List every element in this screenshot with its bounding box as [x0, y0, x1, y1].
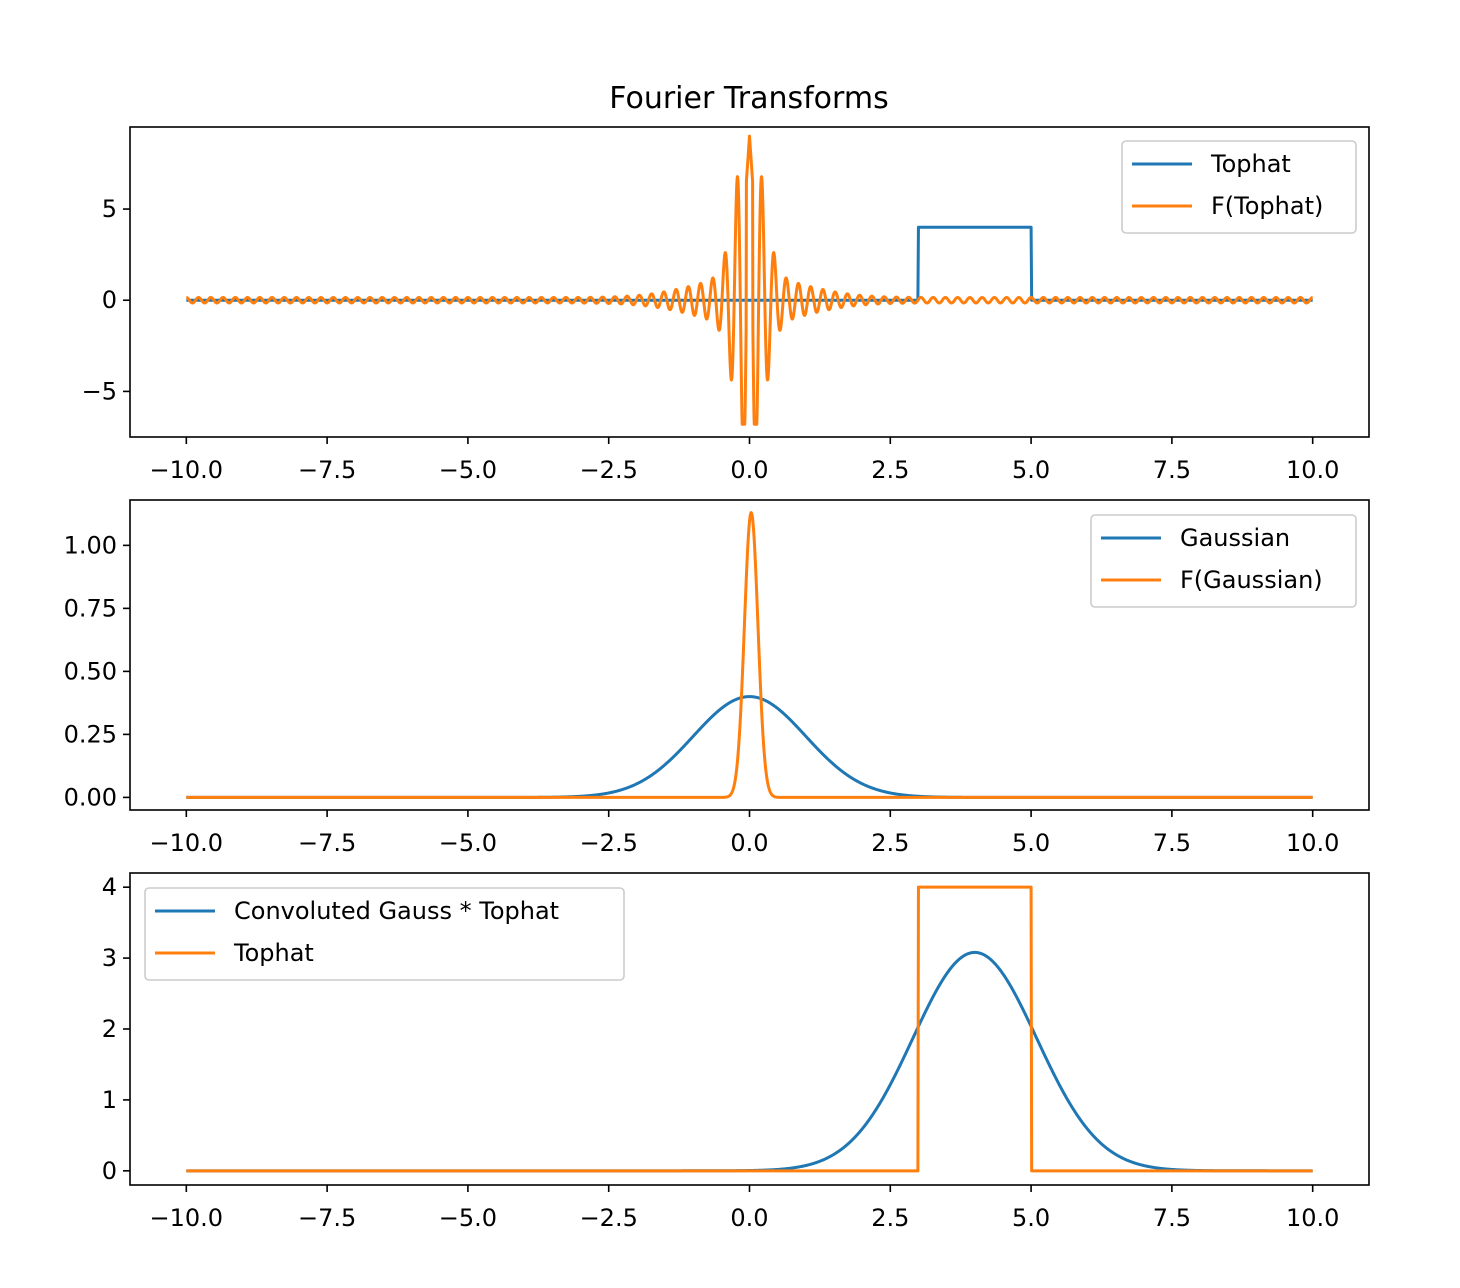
chart-title: Fourier Transforms: [609, 81, 888, 116]
y-tick-label: 0: [102, 1157, 117, 1185]
subplot-1: −10.0 −7.5 −5.0 −2.5 0.0 2.5 5.0 7.5 10.0 −5 0 5 Top…: [82, 126, 1370, 484]
y-tick-label: 0.50: [64, 657, 117, 685]
y-tick-label: 0.25: [64, 720, 117, 748]
subplot-3: −10.0 −7.5 −5.0 −2.5 0.0 2.5 5.0 7.5 10.0 0 1 2 3 4 Co…: [102, 872, 1370, 1232]
series-line-f-tophat: [185, 134, 1314, 426]
legend-label: Convoluted Gauss * Tophat: [234, 897, 559, 925]
x-tick-label: 2.5: [871, 456, 909, 484]
x-tick-label: 0.0: [730, 829, 768, 857]
legend-frame: [144, 887, 625, 981]
x-tick-label: −7.5: [298, 456, 356, 484]
series-line-f-gaussian: [185, 511, 1314, 799]
x-tick-label: 5.0: [1012, 456, 1050, 484]
x-tick-label: −5.0: [439, 456, 497, 484]
x-tick-label: 2.5: [871, 1204, 909, 1232]
legend-label: Tophat: [1210, 150, 1291, 178]
y-tick-label: 0.75: [64, 594, 117, 622]
x-tick-label: −2.5: [580, 456, 638, 484]
y-tick-label: 0: [102, 286, 117, 314]
series-line-tophat: [186, 885, 1313, 1173]
y-tick-label: 5: [102, 195, 117, 223]
x-tick-label: 10.0: [1286, 1204, 1339, 1232]
x-tick-label: −2.5: [580, 829, 638, 857]
y-tick-label: 4: [102, 873, 117, 901]
x-tick-label: −10.0: [150, 456, 224, 484]
legend-label: Tophat: [233, 939, 314, 967]
x-tick-label: 5.0: [1012, 829, 1050, 857]
x-tick-label: 7.5: [1153, 456, 1191, 484]
legend-label: Gaussian: [1180, 524, 1290, 552]
legend: Tophat F(Tophat): [1121, 140, 1357, 234]
x-tick-label: 7.5: [1153, 1204, 1191, 1232]
x-tick-label: −5.0: [439, 1204, 497, 1232]
x-tick-label: 7.5: [1153, 829, 1191, 857]
y-tick-label: 1.00: [64, 531, 117, 559]
x-tick-label: −10.0: [150, 829, 224, 857]
x-tick-label: −7.5: [298, 829, 356, 857]
x-tick-label: 5.0: [1012, 1204, 1050, 1232]
legend: Convoluted Gauss * Tophat Tophat: [144, 887, 625, 981]
x-tick-label: 2.5: [871, 829, 909, 857]
x-tick-label: 0.0: [730, 1204, 768, 1232]
legend: Gaussian F(Gaussian): [1090, 514, 1357, 608]
legend-label: F(Tophat): [1211, 192, 1323, 220]
x-tick-label: 0.0: [730, 456, 768, 484]
y-tick-label: 1: [102, 1086, 117, 1114]
y-tick-label: 0.00: [64, 783, 117, 811]
x-tick-label: −10.0: [150, 1204, 224, 1232]
y-tick-label: 2: [102, 1015, 117, 1043]
x-tick-label: −5.0: [439, 829, 497, 857]
x-tick-label: −2.5: [580, 1204, 638, 1232]
x-tick-label: −7.5: [298, 1204, 356, 1232]
x-tick-label: 10.0: [1286, 829, 1339, 857]
x-tick-label: 10.0: [1286, 456, 1339, 484]
y-tick-label: 3: [102, 944, 117, 972]
y-tick-label: −5: [82, 377, 117, 405]
subplot-2: −10.0 −7.5 −5.0 −2.5 0.0 2.5 5.0 7.5 10.0 0.00 0.2…: [64, 499, 1370, 857]
axes-container: −10.0 −7.5 −5.0 −2.5 0.0 2.5 5.0 7.5 10.0−505Top…: [64, 126, 1370, 1232]
legend-label: F(Gaussian): [1180, 566, 1323, 594]
